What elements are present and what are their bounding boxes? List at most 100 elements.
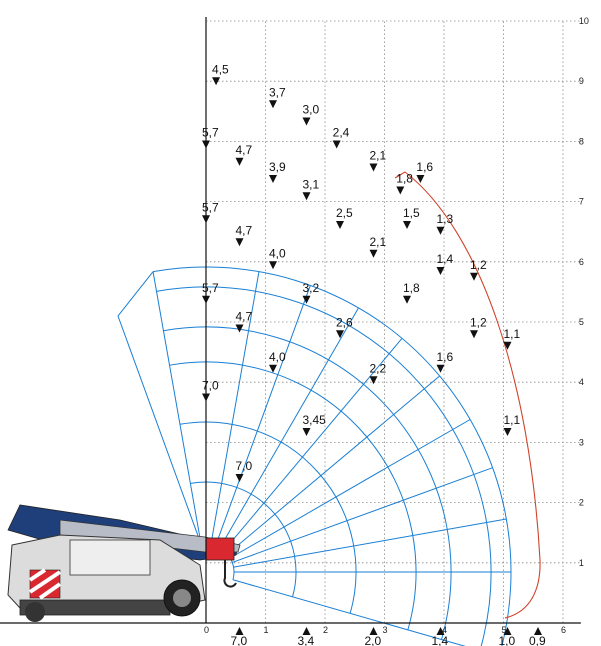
ground-capacity-label: 2,0 (365, 634, 382, 646)
reach-arc (163, 326, 452, 640)
capacity-marker (332, 140, 341, 149)
capacity-label: 4,0 (269, 246, 286, 260)
capacity-label: 1,6 (416, 160, 433, 174)
ground-capacity-label: 1,0 (499, 634, 516, 646)
reach-arc (179, 421, 357, 614)
capacity-marker (235, 324, 244, 333)
lift-envelope (117, 171, 541, 646)
capacity-marker (470, 272, 478, 281)
capacity-marker (503, 341, 512, 350)
capacity-marker (369, 376, 378, 385)
capacity-marker (235, 157, 244, 166)
capacity-label: 1,8 (403, 281, 420, 295)
y-tick-label: 1 (579, 558, 584, 568)
capacity-label: 7,0 (202, 379, 219, 393)
x-tick-label: 2 (323, 625, 328, 635)
capacity-marker (369, 249, 378, 258)
capacity-label: 1,8 (396, 172, 413, 186)
capacity-label: 1,4 (437, 252, 454, 266)
ground-capacity-label: 1,4 (432, 634, 449, 646)
capacity-label: 5,7 (202, 281, 219, 295)
boom-angle-line (152, 271, 202, 545)
capacity-label: 4,7 (236, 223, 253, 237)
reach-arc (152, 266, 512, 646)
capacity-label: 1,2 (470, 258, 487, 272)
capacity-label: 7,0 (236, 459, 253, 473)
capacity-marker (503, 428, 512, 436)
capacity-marker (436, 627, 445, 635)
capacity-label: 3,9 (269, 160, 286, 174)
capacity-label: 2,6 (336, 315, 353, 329)
boom-angle-line (219, 307, 359, 549)
capacity-marker (416, 175, 425, 183)
grid (205, 20, 581, 623)
max-reach-limit (394, 171, 541, 619)
capacity-label: 3,2 (303, 281, 320, 295)
capacity-marker (403, 221, 411, 229)
capacity-label: 3,7 (269, 85, 286, 99)
capacity-label: 2,2 (370, 361, 387, 375)
capacity-label: 1,3 (437, 212, 454, 226)
capacity-labels: 4,53,73,02,42,11,81,65,74,73,93,12,5 1,5 1… (202, 62, 546, 646)
capacity-marker (302, 295, 311, 304)
capacity-label: 1,2 (470, 315, 487, 329)
boom-angle-line (210, 271, 260, 545)
capacity-marker (302, 428, 311, 436)
capacity-label: 4,5 (212, 62, 229, 76)
capacity-marker (470, 330, 478, 339)
y-tick-label: 9 (579, 76, 584, 86)
x-tick-label: 0 (204, 625, 209, 635)
capacity-marker (212, 77, 221, 86)
capacity-label: 1,5 (403, 206, 420, 220)
capacity-label: 4,7 (236, 143, 253, 157)
capacity-marker (235, 238, 244, 247)
capacity-marker (269, 261, 277, 270)
boom-angle-line (229, 419, 471, 559)
capacity-marker (436, 364, 445, 373)
capacity-marker (436, 267, 445, 275)
boom-angle-line (232, 467, 493, 563)
ground-capacity-label: 7,0 (231, 634, 248, 646)
ground-capacity-label: 0,9 (529, 634, 546, 646)
capacity-marker (235, 474, 244, 482)
x-tick-label: 6 (561, 625, 566, 635)
capacity-label: 2,1 (370, 235, 387, 249)
boom-angle-line (215, 285, 311, 546)
capacity-label: 4,7 (236, 310, 253, 324)
capacity-marker (436, 226, 445, 235)
capacity-label: 1,6 (437, 350, 454, 364)
capacity-marker (534, 627, 542, 635)
reach-arc (169, 361, 417, 631)
capacity-marker (302, 117, 311, 126)
boom-angle-line (233, 518, 507, 568)
x-tick-label: 4 (442, 625, 447, 635)
capacity-marker (336, 330, 344, 339)
capacity-marker (269, 100, 277, 109)
capacity-label: 3,1 (303, 177, 320, 191)
capacity-label: 4,0 (269, 350, 286, 364)
capacity-label: 3,45 (303, 413, 327, 427)
y-tick-label: 3 (579, 437, 584, 447)
crane-hook-block (205, 537, 235, 561)
axes: 0 1 2 3 4 5 6 1 2 3 4 5 6 7 8 9 10 (0, 16, 589, 635)
y-tick-label: 7 (579, 197, 584, 207)
capacity-label: 2,4 (333, 126, 350, 140)
capacity-label: 5,7 (202, 200, 219, 214)
boom-angle-line (227, 375, 440, 555)
boom-angle-line (223, 338, 403, 551)
capacity-marker (336, 221, 344, 229)
boom-angle-line (232, 579, 466, 646)
capacity-label: 3,0 (303, 103, 320, 117)
capacity-marker (302, 192, 311, 201)
x-tick-label: 1 (264, 625, 269, 635)
reach-arc (156, 286, 492, 646)
x-tick-label: 5 (502, 625, 507, 635)
ground-capacity-label: 3,4 (298, 634, 315, 646)
y-tick-label: 2 (579, 498, 584, 508)
crane-illustration (7, 504, 241, 622)
y-tick-label: 5 (579, 317, 584, 327)
capacity-marker (403, 295, 411, 304)
crane-hook (223, 560, 237, 588)
capacity-marker (503, 627, 512, 635)
